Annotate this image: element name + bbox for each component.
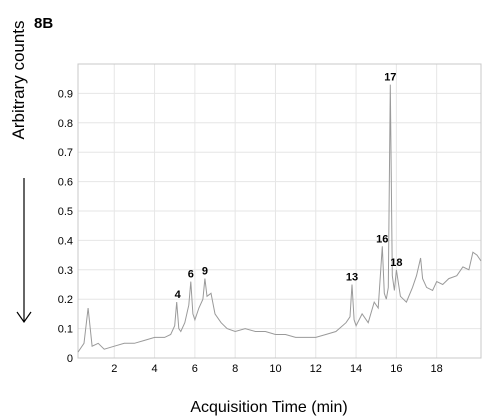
peak-label-16: 16 — [376, 233, 388, 245]
x-tick-label: 14 — [350, 363, 362, 375]
y-tick-label: 0.2 — [58, 294, 73, 306]
peak-label-6: 6 — [188, 269, 194, 281]
y-tick-label: 0.3 — [58, 265, 73, 277]
x-tick-label: 4 — [152, 363, 158, 375]
chromatogram-trace — [77, 84, 482, 353]
y-tick-label: 0.7 — [58, 147, 73, 159]
y-tick-label: 0.9 — [58, 88, 73, 100]
peak-label-18: 18 — [390, 257, 402, 269]
x-tick-label: 2 — [111, 363, 117, 375]
peak-labels: 46 9 13 16 17 18 — [175, 72, 403, 302]
x-tick-label: 16 — [390, 363, 402, 375]
panel-label: 8B — [34, 15, 53, 32]
peak-label-9: 9 — [202, 266, 208, 278]
x-tick-label: 6 — [192, 363, 198, 375]
y-tick-label: 0.1 — [58, 324, 73, 336]
y-tick-label: 0.8 — [58, 118, 73, 130]
y-tick-label: 0.5 — [58, 206, 73, 218]
y-tick-label: 0 — [67, 353, 73, 365]
y-tick-label: 0.6 — [58, 177, 73, 189]
y-axis-arrow — [16, 178, 32, 324]
y-tick-label: 0.4 — [58, 235, 73, 247]
peak-label-4: 4 — [175, 289, 182, 301]
plot-area — [77, 63, 482, 359]
grid — [78, 64, 481, 359]
x-tick-label: 10 — [269, 363, 281, 375]
y-axis-ticks: 0 0.1 0.2 0.3 0.4 0.5 0.6 0.7 0.8 0.9 — [58, 88, 73, 365]
peak-label-17: 17 — [384, 72, 396, 84]
x-tick-label: 8 — [232, 363, 238, 375]
y-axis-label: Arbitrary counts — [9, 20, 28, 139]
x-axis-label: Acquisition Time (min) — [190, 399, 347, 416]
x-axis-ticks: 2 4 6 8 10 12 14 16 18 — [111, 363, 443, 375]
x-tick-label: 12 — [310, 363, 322, 375]
peak-label-13: 13 — [346, 272, 358, 284]
x-tick-label: 18 — [431, 363, 443, 375]
